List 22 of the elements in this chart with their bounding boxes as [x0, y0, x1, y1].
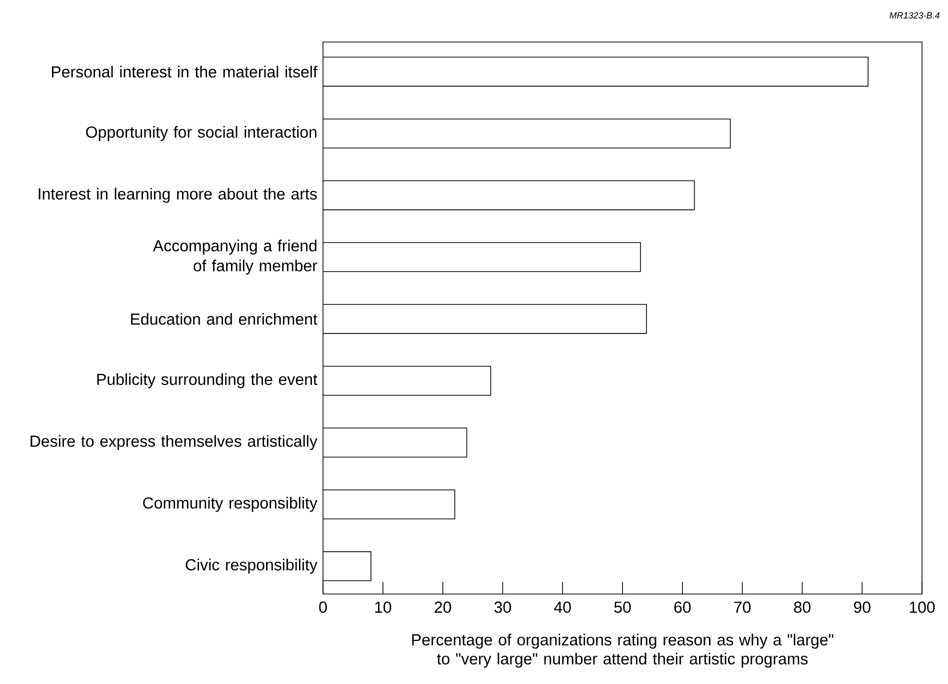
x-tick-label: 60 [674, 602, 691, 613]
x-tick-label: 0 [319, 602, 327, 613]
y-tick-label: Opportunity for social interaction [86, 126, 316, 141]
y-tick-label: Desire to express themselves artistically [30, 435, 318, 450]
y-tick-label: Education and enrichment [131, 313, 318, 325]
x-tick-label: 20 [434, 602, 452, 613]
y-tick-label: Personal interest in the material itself [52, 66, 318, 78]
y-tick-label: Publicity surrounding the event [97, 373, 318, 388]
y-tick-label: Interest in learning more about the arts [38, 188, 317, 203]
x-tick-label: 70 [734, 602, 751, 613]
x-tick-label: 90 [854, 602, 870, 613]
y-tick-label: Civic responsibility [186, 558, 318, 574]
text: MR1323-B.4 [890, 12, 940, 19]
x-tick-label: 30 [494, 602, 511, 613]
x-tick-label: 10 [375, 602, 392, 613]
x-tick-label: 40 [554, 602, 571, 613]
x-tick-label: 50 [614, 602, 631, 613]
x-tick-label: 100 [910, 602, 935, 613]
y-tick-label: Community responsiblity [143, 496, 318, 512]
x-tick-label: 80 [794, 602, 810, 613]
x-axis-title: Percentage of organizations rating reason as why a "large" to "very large" number attend their artistic programs [412, 634, 834, 668]
y-tick-label: Accompanying a friend of family member [152, 240, 318, 275]
